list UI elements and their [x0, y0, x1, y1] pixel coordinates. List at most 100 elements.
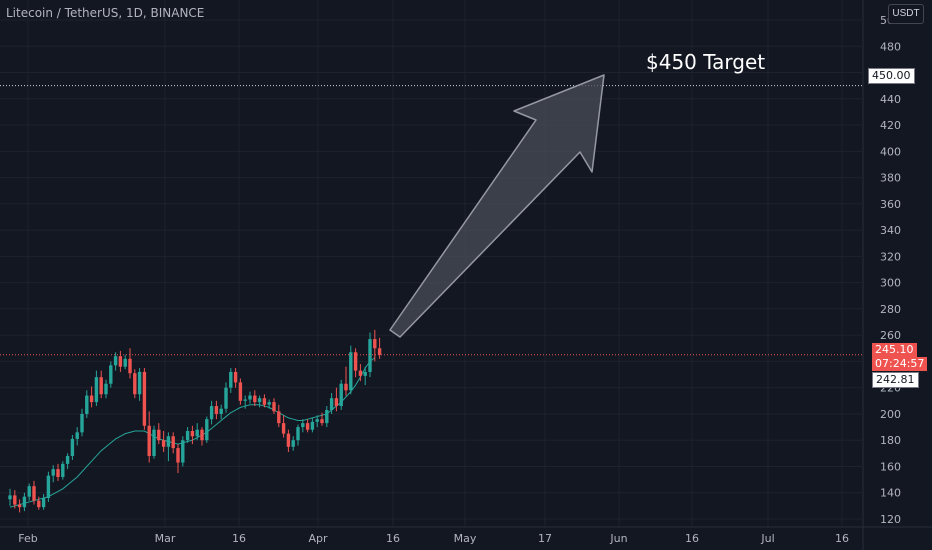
- candle-body: [22, 496, 27, 508]
- candle-body: [118, 356, 123, 367]
- candle-body: [291, 440, 295, 447]
- x-tick-label: Feb: [18, 532, 37, 545]
- candle-body: [137, 371, 142, 395]
- x-tick-label: 16: [835, 532, 849, 545]
- candle-body: [65, 455, 70, 464]
- y-tick-label: 320: [880, 250, 901, 263]
- ma-value-label: 242.81: [872, 372, 919, 388]
- candle-body: [286, 433, 291, 447]
- candle-body: [166, 436, 171, 447]
- candle-body: [353, 352, 358, 371]
- candle-body: [248, 395, 252, 400]
- y-tick-label: 160: [880, 460, 901, 473]
- candle-body: [51, 469, 55, 476]
- x-tick-label: May: [454, 532, 477, 545]
- candle-body: [152, 429, 156, 456]
- y-tick-label: 480: [880, 40, 901, 53]
- candle-body: [301, 423, 305, 428]
- y-tick-label: 140: [880, 487, 901, 500]
- candle-body: [344, 383, 348, 391]
- candle-body: [349, 352, 353, 391]
- candle-body: [329, 398, 334, 411]
- target-annotation[interactable]: $450 Target: [646, 50, 766, 74]
- candle-body: [305, 423, 310, 430]
- x-tick-label: Apr: [308, 532, 328, 545]
- candle-body: [147, 425, 151, 456]
- target-arrow[interactable]: [389, 74, 605, 338]
- candle-body: [243, 399, 247, 401]
- candle-body: [195, 429, 199, 437]
- y-tick-label: 440: [880, 93, 901, 106]
- candle-body: [281, 423, 286, 434]
- candle-body: [229, 371, 233, 388]
- grid: [0, 0, 862, 527]
- y-tick-label: 400: [880, 145, 901, 158]
- y-tick-label: 360: [880, 198, 901, 211]
- candle-body: [133, 373, 137, 395]
- candle-body: [358, 370, 363, 376]
- candle-body: [272, 402, 276, 412]
- y-tick-label: 340: [880, 224, 901, 237]
- y-tick-label: 180: [880, 434, 901, 447]
- y-tick-label: 380: [880, 172, 901, 185]
- candle-body: [185, 431, 190, 441]
- price-levels: [0, 85, 862, 356]
- candle-body: [363, 371, 367, 376]
- candle-body: [373, 339, 377, 349]
- candle-body: [171, 436, 175, 449]
- last-price-label: 245.10: [872, 343, 917, 357]
- candle-body: [310, 421, 315, 430]
- candle-body: [219, 408, 223, 414]
- chart-title: Litecoin / TetherUS, 1D, BINANCE: [6, 6, 205, 20]
- candle-body: [161, 440, 166, 447]
- candle-body: [123, 358, 127, 367]
- candle-body: [32, 486, 36, 501]
- x-tick-label: 17: [538, 532, 552, 545]
- candle-body: [334, 398, 339, 407]
- candle-body: [61, 463, 65, 477]
- candle-body: [325, 410, 329, 424]
- candle-body: [89, 395, 94, 403]
- candle-body: [238, 382, 243, 401]
- candle-body: [56, 469, 60, 477]
- candle-body: [214, 406, 219, 414]
- candle-body: [8, 495, 12, 500]
- candle-body: [181, 440, 185, 463]
- candle-body: [200, 429, 204, 441]
- candle-body: [296, 427, 300, 441]
- candle-body: [109, 365, 113, 384]
- candle-body: [99, 377, 103, 395]
- candle-body: [27, 486, 31, 497]
- candle-body: [267, 402, 271, 405]
- candle-body: [190, 431, 195, 437]
- candle-body: [46, 475, 51, 498]
- candle-body: [94, 377, 99, 403]
- currency-button[interactable]: USDT: [888, 4, 924, 24]
- candle-body: [233, 371, 238, 383]
- x-tick-label: Mar: [155, 532, 176, 545]
- candle-body: [85, 395, 89, 414]
- candle-body: [315, 419, 319, 422]
- candle-body: [262, 398, 267, 405]
- candle-body: [209, 406, 214, 420]
- candle-body: [320, 419, 324, 424]
- candle-body: [257, 398, 262, 403]
- x-tick-label: 16: [232, 532, 246, 545]
- candle-body: [176, 448, 180, 463]
- candle-body: [37, 500, 41, 508]
- candle-body: [157, 429, 161, 441]
- y-tick-label: 120: [880, 513, 901, 526]
- candle-body: [205, 419, 209, 441]
- x-tick-label: 16: [386, 532, 400, 545]
- candle-body: [70, 438, 75, 456]
- candle-body: [224, 387, 228, 409]
- candles: [8, 329, 382, 513]
- candle-body: [277, 411, 281, 424]
- candle-body: [13, 495, 17, 505]
- y-tick-label: 200: [880, 408, 901, 421]
- x-tick-label: Jul: [760, 532, 774, 545]
- countdown-label: 07:24:57: [872, 357, 928, 371]
